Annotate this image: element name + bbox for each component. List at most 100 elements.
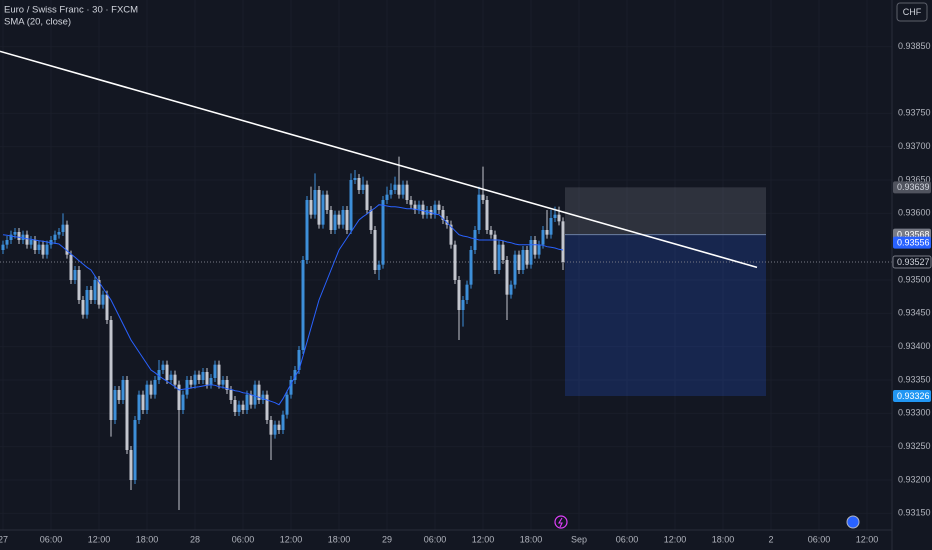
candle-body bbox=[325, 194, 329, 210]
candle-body bbox=[97, 280, 101, 305]
candle-body bbox=[405, 184, 409, 200]
y-tick-label: 0.93450 bbox=[898, 308, 931, 318]
candle-body bbox=[397, 184, 401, 195]
candle-body bbox=[517, 254, 521, 270]
candle-body bbox=[69, 254, 73, 280]
candle-body bbox=[101, 294, 105, 305]
candle-body bbox=[165, 364, 169, 380]
candle-body bbox=[177, 384, 181, 410]
candle-body bbox=[105, 294, 109, 320]
candle-body bbox=[393, 184, 397, 190]
candle-body bbox=[345, 210, 349, 230]
candle-body bbox=[241, 404, 245, 410]
candle-body bbox=[301, 260, 305, 350]
candle-body bbox=[253, 384, 257, 405]
x-tick-label: 18:00 bbox=[136, 534, 159, 544]
candle-body bbox=[77, 270, 81, 300]
candle-body bbox=[53, 234, 57, 240]
candle-body bbox=[329, 210, 333, 230]
x-tick-label: 12:00 bbox=[88, 534, 111, 544]
candle-body bbox=[193, 374, 197, 385]
candle-body bbox=[341, 210, 345, 225]
x-tick-label: 06:00 bbox=[616, 534, 639, 544]
candle-body bbox=[37, 244, 41, 250]
candle-body bbox=[561, 221, 565, 262]
candle-body bbox=[501, 244, 505, 260]
indicator-label: SMA (20, close) bbox=[4, 17, 71, 28]
x-tick-label: 06:00 bbox=[40, 534, 63, 544]
candle-body bbox=[217, 364, 221, 385]
candle-body bbox=[381, 200, 385, 265]
candle-body bbox=[137, 394, 141, 420]
candle-body bbox=[537, 244, 541, 255]
candle-body bbox=[389, 190, 393, 195]
candle-body bbox=[221, 380, 225, 385]
candle-body bbox=[229, 390, 233, 400]
candle-body bbox=[373, 230, 377, 270]
candle-body bbox=[89, 290, 93, 300]
candle-body bbox=[9, 234, 13, 240]
candle-body bbox=[1, 244, 5, 250]
candle-body bbox=[117, 390, 121, 400]
event-icon[interactable] bbox=[846, 515, 860, 529]
candle-body bbox=[145, 384, 149, 410]
currency-label[interactable]: CHF bbox=[903, 7, 922, 17]
candle-body bbox=[305, 200, 309, 260]
candle-body bbox=[73, 270, 77, 280]
candle-body bbox=[353, 178, 357, 180]
candle-body bbox=[17, 232, 21, 240]
y-tick-label: 0.93200 bbox=[898, 474, 931, 484]
candle-body bbox=[153, 380, 157, 395]
x-tick-label: 12:00 bbox=[472, 534, 495, 544]
x-tick-label: 18:00 bbox=[328, 534, 351, 544]
candle-body bbox=[313, 190, 317, 215]
candle-body bbox=[465, 284, 469, 300]
candle-body bbox=[281, 414, 285, 430]
candle-body bbox=[449, 224, 453, 245]
candle-body bbox=[553, 214, 557, 218]
candle-body bbox=[401, 184, 405, 195]
candle-body bbox=[421, 204, 425, 215]
x-tick-label: 06:00 bbox=[232, 534, 255, 544]
candle-body bbox=[333, 214, 337, 230]
x-tick-label: 29 bbox=[382, 534, 392, 544]
candle-body bbox=[525, 250, 529, 265]
y-tick-label: 0.93250 bbox=[898, 441, 931, 451]
candle-body bbox=[433, 204, 437, 215]
candle-body bbox=[337, 214, 341, 225]
y-tick-label: 0.93150 bbox=[898, 508, 931, 518]
candle-body bbox=[277, 424, 281, 430]
candle-body bbox=[45, 244, 49, 255]
x-tick-label: 18:00 bbox=[712, 534, 735, 544]
candle-body bbox=[385, 194, 389, 200]
candle-body bbox=[13, 232, 17, 235]
candle-body bbox=[225, 380, 229, 390]
candle-body bbox=[377, 264, 381, 270]
candle-body bbox=[321, 194, 325, 225]
x-tick-label: 27 bbox=[0, 534, 8, 544]
candle-body bbox=[113, 390, 117, 420]
candle-body bbox=[473, 230, 477, 250]
candle-body bbox=[357, 178, 361, 190]
candle-body bbox=[549, 218, 553, 235]
candle-body bbox=[121, 380, 125, 400]
sma-line bbox=[2, 204, 564, 406]
price-tag-label: 0.93639 bbox=[897, 182, 930, 192]
candle-body bbox=[261, 394, 265, 400]
price-tag bbox=[892, 255, 932, 269]
candle-body bbox=[493, 234, 497, 270]
candle-body bbox=[293, 370, 297, 380]
price-tag-label: 0.93556 bbox=[897, 238, 930, 248]
candle-body bbox=[245, 394, 249, 410]
candle-body bbox=[469, 250, 473, 285]
currency-button[interactable] bbox=[896, 2, 928, 22]
candle-body bbox=[201, 372, 205, 380]
candle-body bbox=[457, 280, 461, 310]
y-tick-label: 0.93400 bbox=[898, 341, 931, 351]
trend-line bbox=[0, 50, 758, 269]
candle-body bbox=[149, 384, 153, 395]
event-icon[interactable] bbox=[554, 515, 568, 529]
candle-body bbox=[5, 240, 9, 245]
